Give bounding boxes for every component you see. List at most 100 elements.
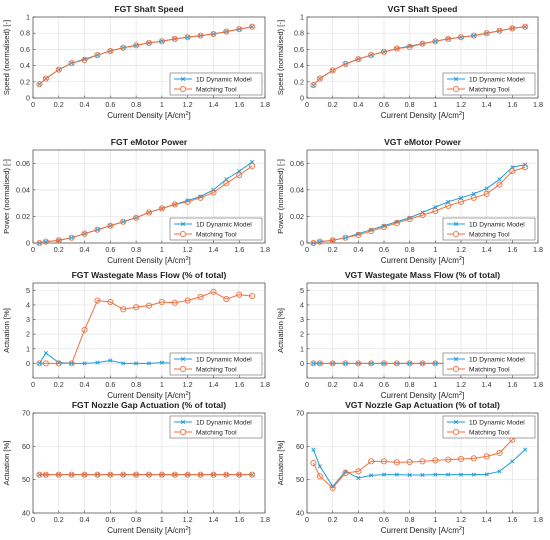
legend-entry: 1D Dynamic Model: [196, 76, 252, 83]
x-tick-label: 0.2: [328, 515, 338, 524]
x-tick-label: 0.6: [105, 245, 115, 254]
legend-entry: Matching Tool: [469, 86, 510, 93]
data-point-tool: [120, 471, 127, 478]
data-point-model: [43, 351, 49, 356]
legend-marker-tool: [179, 365, 187, 373]
chart-panel-6: 0 0.2 0.4 0.6 0.8 1 1.2 1.4 1.6 1.8 0 1 2 3 4 5 VGT Wast…: [276, 270, 543, 400]
x-tick-label: 1.6: [234, 245, 244, 254]
x-tick-label: 1.4: [482, 245, 492, 254]
data-point-model: [458, 472, 464, 477]
x-tick-label: 0.2: [328, 245, 338, 254]
plot-frame: [306, 149, 539, 244]
x-tick-label: 0: [31, 380, 35, 389]
y-tick-label: 0.06: [290, 159, 304, 168]
legend-box: [169, 415, 263, 439]
x-tick-label: 1.2: [183, 245, 193, 254]
plot-frame: [32, 282, 266, 379]
data-point-model: [146, 361, 152, 366]
data-point-tool: [406, 458, 413, 466]
x-tick-label: 0.4: [353, 515, 363, 524]
chart-panel-4: 0 0.2 0.4 0.6 0.8 1 1.2 1.4 1.6 1.8 0 0.02 0.04 0.06 V…: [276, 137, 543, 265]
y-axis-label: Actuation [%]: [2, 441, 11, 486]
data-point-model: [407, 472, 412, 478]
y-tick-label: 2: [300, 330, 304, 339]
x-tick-label: 1.4: [482, 100, 492, 109]
x-tick-label: 1.2: [183, 100, 193, 109]
data-point-tool: [432, 457, 439, 464]
x-tick-label: 1: [160, 100, 164, 109]
legend-marker-model: [180, 356, 186, 362]
data-point-model: [249, 472, 255, 477]
legend-entry: 1D Dynamic Model: [469, 356, 525, 363]
chart-title: VGT Wastegate Mass Flow (% of total): [345, 270, 500, 280]
x-tick-label: 1.6: [507, 380, 517, 389]
data-point-tool: [355, 56, 362, 63]
data-point-tool: [342, 360, 349, 367]
data-point-tool: [316, 360, 323, 367]
data-point-tool: [355, 360, 362, 367]
x-tick-label: 0.2: [328, 100, 338, 109]
data-point-tool: [133, 471, 140, 478]
data-point-tool: [483, 453, 490, 460]
data-point-model: [249, 24, 255, 29]
x-tick-label: 0.6: [379, 380, 389, 389]
data-point-tool: [42, 75, 49, 82]
data-point-tool: [445, 202, 452, 209]
legend-entry: Matching Tool: [196, 86, 237, 93]
x-tick-label: 1.6: [507, 100, 517, 109]
x-tick-label: 1.8: [260, 380, 270, 389]
y-tick-label: 70: [22, 409, 30, 418]
y-axis-label: Actuation [%]: [276, 441, 285, 486]
legend-marker-tool: [179, 428, 187, 436]
x-tick-label: 1: [433, 515, 437, 524]
x-tick-label: 0.8: [405, 245, 415, 254]
legend-entry: Matching Tool: [196, 429, 237, 436]
data-point-tool: [432, 38, 439, 45]
x-tick-label: 0.8: [131, 245, 141, 254]
data-point-model: [510, 459, 515, 464]
data-point-tool: [310, 360, 317, 367]
y-tick-label: 1: [26, 344, 30, 353]
y-tick-label: 1: [26, 13, 30, 22]
data-point-tool: [171, 35, 178, 42]
data-point-tool: [393, 459, 400, 466]
data-point-tool: [393, 45, 400, 52]
y-tick-label: 0: [300, 94, 304, 103]
x-tick-label: 1.8: [533, 245, 543, 254]
y-tick-label: 0: [26, 359, 30, 368]
y-tick-label: 5: [26, 286, 30, 295]
y-tick-label: 4: [300, 300, 304, 309]
data-point-tool: [249, 293, 256, 300]
y-tick-label: 0: [26, 239, 30, 248]
x-axis-label: Current Density [A/cm2]: [381, 526, 465, 535]
x-tick-label: 0: [305, 515, 309, 524]
data-point-tool: [120, 218, 127, 225]
legend-entry: 1D Dynamic Model: [469, 221, 525, 228]
data-point-tool: [470, 32, 477, 39]
x-tick-label: 1.6: [507, 245, 517, 254]
legend: 1D Dynamic Model Matching Tool: [169, 217, 263, 241]
data-point-tool: [432, 360, 439, 367]
data-point-tool: [316, 75, 323, 82]
data-point-tool: [509, 25, 516, 32]
legend-entry: Matching Tool: [196, 366, 237, 373]
y-axis-label: Power (normalised) [-]: [2, 159, 11, 234]
data-point-tool: [329, 67, 336, 74]
x-axis-label: Current Density [A/cm2]: [107, 111, 191, 120]
data-point-tool: [316, 238, 323, 245]
legend: 1D Dynamic Model Matching Tool: [169, 72, 263, 96]
data-point-tool: [368, 360, 375, 367]
legend: 1D Dynamic Model Matching Tool: [442, 217, 536, 241]
y-axis-label: Actuation [%]: [2, 308, 11, 353]
x-axis-label: Current Density [A/cm2]: [107, 256, 191, 265]
chart-title: FGT Wastegate Mass Flow (% of total): [72, 270, 227, 280]
data-point-tool: [42, 360, 49, 367]
data-point-tool: [107, 222, 114, 229]
legend-box: [169, 72, 263, 96]
x-tick-label: 1.6: [234, 100, 244, 109]
data-point-tool: [432, 208, 439, 215]
legend-marker-model: [453, 419, 459, 425]
data-point-tool: [310, 81, 317, 89]
x-tick-label: 1: [433, 100, 437, 109]
